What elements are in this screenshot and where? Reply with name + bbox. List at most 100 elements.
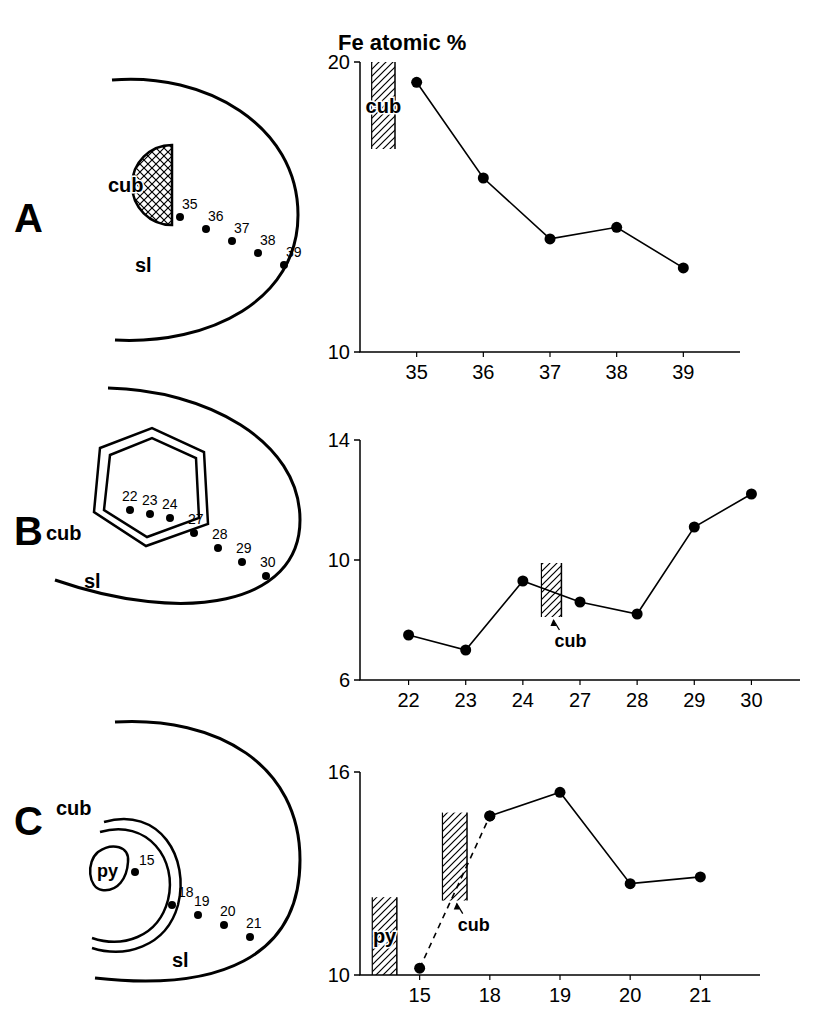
point-label: 19 <box>194 893 210 909</box>
data-point <box>678 262 689 273</box>
x-tick-label: 23 <box>455 689 477 711</box>
x-tick <box>694 680 695 685</box>
inclusion-outline <box>94 428 208 546</box>
x-tick-label: 38 <box>606 361 628 383</box>
point-label: 24 <box>162 496 178 512</box>
y-tick <box>354 61 360 63</box>
band-label: cub <box>554 631 586 651</box>
plot-data <box>411 77 689 274</box>
analysis-point <box>280 261 288 269</box>
band-edge <box>442 813 443 901</box>
band-label: cub <box>366 95 402 117</box>
analysis-point <box>194 911 202 919</box>
x-tick <box>751 680 752 685</box>
x-tick-label: 35 <box>406 361 428 383</box>
point-label: 37 <box>234 220 250 236</box>
point-label: 18 <box>178 884 194 900</box>
x-tick <box>549 352 550 357</box>
x-tick-label: 37 <box>539 361 561 383</box>
inclusion-outline <box>92 819 181 952</box>
point-label: 15 <box>139 852 155 868</box>
band-hatch <box>442 813 467 901</box>
analysis-point <box>220 921 228 929</box>
analysis-point <box>131 868 139 876</box>
x-tick-label: 30 <box>740 689 762 711</box>
data-point <box>545 233 556 244</box>
point-label: 23 <box>142 492 158 508</box>
axis-line <box>360 772 760 975</box>
x-tick <box>637 680 638 685</box>
x-tick <box>416 352 417 357</box>
data-point <box>478 173 489 184</box>
y-tick <box>354 771 360 773</box>
point-label: 30 <box>260 554 276 570</box>
data-point <box>460 645 471 656</box>
point-label: 39 <box>286 244 302 260</box>
x-tick <box>579 680 580 685</box>
data-point <box>555 787 566 798</box>
inclusion-outline <box>90 847 128 891</box>
x-tick-label: 27 <box>569 689 591 711</box>
y-tick-label: 10 <box>328 549 350 571</box>
data-point <box>625 878 636 889</box>
band-label: cub <box>458 915 490 935</box>
x-tick-label: 20 <box>619 984 641 1006</box>
x-tick <box>408 680 409 685</box>
analysis-point <box>176 213 184 221</box>
inclusion-outline <box>92 829 170 941</box>
data-point <box>484 810 495 821</box>
data-point <box>484 810 495 821</box>
figure: Fe atomic %3536373839cubslA2223242728293… <box>0 0 818 1019</box>
data-point <box>695 871 706 882</box>
analysis-point <box>146 510 154 518</box>
y-tick <box>354 679 360 681</box>
core-label: py <box>97 861 118 881</box>
plot-data <box>414 787 706 974</box>
band-edge <box>466 813 468 901</box>
x-tick <box>483 352 484 357</box>
y-tick-label: 6 <box>339 669 350 691</box>
analysis-point <box>166 514 174 522</box>
panel-letter: A <box>14 196 43 240</box>
panel-letter: C <box>14 799 43 843</box>
analysis-point <box>190 529 198 537</box>
x-tick-label: 28 <box>626 689 648 711</box>
point-label: 27 <box>188 511 204 527</box>
header-title: Fe atomic % <box>338 30 466 55</box>
x-tick <box>419 975 420 980</box>
chart: 6101422232427282930cub <box>328 429 800 711</box>
analysis-point <box>126 506 134 514</box>
band-hatch <box>372 897 397 975</box>
data-point <box>611 222 622 233</box>
x-tick <box>630 975 631 980</box>
inclusion-label: cub <box>56 797 92 819</box>
matrix-label: sl <box>84 570 101 592</box>
y-tick-label: 10 <box>328 964 350 986</box>
x-tick <box>465 680 466 685</box>
point-label: 29 <box>236 540 252 556</box>
matrix-label: sl <box>135 254 152 276</box>
axis-line <box>360 62 740 352</box>
y-tick <box>354 439 360 441</box>
point-label: 22 <box>122 488 138 504</box>
data-point <box>632 609 643 620</box>
x-tick-label: 29 <box>683 689 705 711</box>
data-line <box>409 494 752 650</box>
chart: 10203536373839cub <box>328 51 740 383</box>
data-point <box>575 597 586 608</box>
diagram: 1518192021cubpyslC <box>14 722 300 982</box>
point-label: 21 <box>246 915 262 931</box>
x-tick-label: 36 <box>472 361 494 383</box>
data-point <box>689 522 700 533</box>
grain-outline <box>55 388 300 603</box>
band-edge <box>396 897 398 975</box>
diagram: 3536373839cubslA <box>14 79 302 340</box>
analysis-point <box>238 558 246 566</box>
point-label: 38 <box>260 232 276 248</box>
y-tick <box>354 351 360 353</box>
data-line <box>490 792 701 883</box>
inclusion-label: cub <box>108 174 144 196</box>
diagram: 22232427282930cubslB <box>14 388 300 603</box>
grain-outline <box>112 79 298 340</box>
analysis-point <box>202 225 210 233</box>
